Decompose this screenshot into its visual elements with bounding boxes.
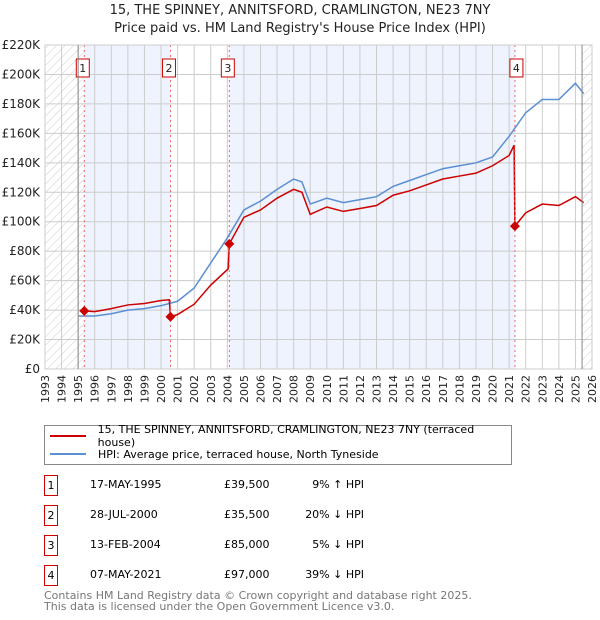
y-tick-label: £0	[25, 362, 40, 376]
sale-point	[509, 221, 520, 232]
footer-line: This data is licensed under the Open Gov…	[44, 600, 395, 613]
sale-point	[79, 305, 90, 316]
x-tick-label: 2021	[503, 375, 516, 403]
sale-hpi-diff: 39% ↓ HPI	[305, 568, 364, 581]
sale-label-box	[509, 58, 524, 78]
y-tick-label: £80K	[9, 244, 41, 258]
x-tick-label: 2017	[437, 375, 450, 403]
sale-row: 2 28-JUL-2000 £35,500 20% ↓ HPI	[44, 505, 444, 526]
x-tick-label: 2014	[387, 375, 400, 403]
sale-label-box	[161, 58, 176, 78]
sale-date: 28-JUL-2000	[90, 508, 158, 521]
sale-number: 3	[44, 535, 58, 556]
sale-label-box	[75, 58, 90, 78]
hatched-region	[582, 45, 592, 369]
legend: 15, THE SPINNEY, ANNITSFORD, CRAMLINGTON…	[44, 423, 512, 465]
sale-date: 13-FEB-2004	[90, 538, 161, 551]
y-tick-label: £40K	[9, 303, 41, 317]
x-tick-label: 2000	[155, 375, 168, 403]
sale-point	[165, 311, 176, 322]
y-tick-label: £100K	[2, 215, 42, 229]
x-tick-label: 1993	[39, 375, 52, 403]
legend-label: 15, THE SPINNEY, ANNITSFORD, CRAMLINGTON…	[97, 423, 475, 449]
x-tick-label: 2024	[553, 375, 566, 403]
x-tick-label: 1997	[105, 375, 118, 403]
y-tick-label: £140K	[2, 156, 42, 170]
sale-hpi-diff: 20% ↓ HPI	[305, 508, 364, 521]
footer: Contains HM Land Registry data © Crown c…	[44, 590, 472, 612]
y-tick-label: £20K	[9, 333, 41, 347]
x-tick-label: 2022	[520, 375, 533, 403]
x-tick-label: 2005	[238, 375, 251, 403]
sale-date: 07-MAY-2021	[90, 568, 162, 581]
sale-number: 2	[44, 505, 58, 526]
legend-label: HPI: Average price, terraced house, Nort…	[98, 447, 379, 461]
x-tick-label: 2008	[288, 375, 301, 403]
sale-price: £85,000	[224, 538, 270, 551]
sale-label: 1	[79, 62, 86, 75]
footer-line: Contains HM Land Registry data © Crown c…	[44, 589, 472, 602]
x-tick-label: 2025	[569, 375, 582, 403]
x-tick-label: 2010	[321, 375, 334, 403]
sale-point	[224, 238, 235, 249]
x-tick-label: 1996	[89, 375, 102, 403]
legend-swatch	[50, 435, 86, 437]
sale-number: 4	[44, 565, 58, 586]
price-paid-line	[84, 144, 585, 318]
x-tick-label: 2015	[404, 375, 417, 403]
x-tick-label: 2004	[221, 375, 234, 403]
y-tick-label: £200K	[2, 67, 42, 81]
legend-item-hpi: HPI: Average price, terraced house, Nort…	[45, 445, 379, 463]
legend-swatch	[50, 453, 86, 455]
sale-date: 17-MAY-1995	[90, 478, 162, 491]
x-tick-label: 2026	[586, 375, 599, 403]
sale-row: 3 13-FEB-2004 £85,000 5% ↓ HPI	[44, 535, 444, 556]
sale-price: £97,000	[224, 568, 270, 581]
x-tick-label: 2019	[470, 375, 483, 403]
x-tick-label: 2018	[453, 375, 466, 403]
y-tick-label: £220K	[2, 38, 42, 52]
chart-subtitle: Price paid vs. HM Land Registry's House …	[114, 21, 486, 36]
x-tick-label: 2002	[188, 375, 201, 403]
x-tick-label: 2009	[304, 375, 317, 403]
plot-frame	[44, 44, 593, 370]
y-tick-label: £160K	[2, 126, 42, 140]
x-tick-label: 2003	[205, 375, 218, 403]
sale-label: 3	[224, 62, 231, 75]
x-tick-label: 1998	[122, 375, 135, 403]
sale-price: £35,500	[224, 508, 270, 521]
x-tick-label: 2011	[337, 375, 350, 403]
sale-row: 1 17-MAY-1995 £39,500 9% ↑ HPI	[44, 475, 444, 496]
sale-number: 1	[44, 475, 58, 496]
sale-label: 4	[513, 62, 520, 75]
x-tick-label: 1994	[56, 375, 69, 403]
y-tick-label: £60K	[9, 274, 41, 288]
sale-label-box	[220, 58, 235, 78]
x-tick-label: 1995	[72, 375, 85, 403]
sale-price: £39,500	[224, 478, 270, 491]
x-tick-label: 2007	[271, 375, 284, 403]
chart-title: 15, THE SPINNEY, ANNITSFORD, CRAMLINGTON…	[109, 3, 491, 18]
x-tick-label: 2020	[487, 375, 500, 403]
x-tick-label: 1999	[138, 375, 151, 403]
y-tick-label: £180K	[2, 97, 42, 111]
sale-hpi-diff: 5% ↓ HPI	[312, 538, 364, 551]
sale-hpi-diff: 9% ↑ HPI	[312, 478, 364, 491]
x-tick-label: 2001	[172, 375, 185, 403]
x-tick-label: 2016	[420, 375, 433, 403]
x-tick-label: 2013	[371, 375, 384, 403]
legend-item-property: 15, THE SPINNEY, ANNITSFORD, CRAMLINGTON…	[45, 423, 511, 449]
sale-row: 4 07-MAY-2021 £97,000 39% ↓ HPI	[44, 565, 444, 586]
y-tick-label: £120K	[2, 185, 42, 199]
x-tick-label: 2023	[536, 375, 549, 403]
hpi-line	[78, 82, 585, 317]
sale-label: 2	[165, 62, 172, 75]
x-tick-label: 2012	[354, 375, 367, 403]
x-tick-label: 2006	[254, 375, 267, 403]
